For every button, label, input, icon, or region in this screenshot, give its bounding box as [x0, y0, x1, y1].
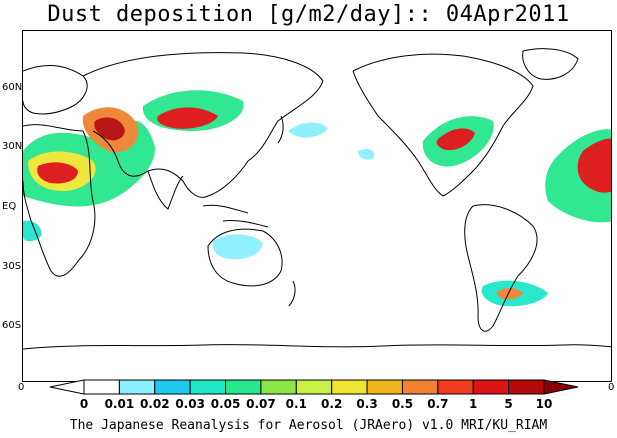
coastline-europe [23, 65, 88, 115]
dust-streak-pacific-2 [358, 148, 375, 160]
dust-plume-samerica-core [497, 288, 523, 300]
map-frame [22, 30, 612, 382]
coastline-australia [207, 228, 283, 287]
edge-zero-left: 0 [18, 382, 25, 393]
coastlines [23, 48, 611, 350]
coastline-namerica [352, 53, 534, 197]
coastline-greenland [522, 48, 579, 80]
colorbar-cell [189, 379, 227, 395]
dust-streak-pacific [288, 122, 328, 138]
colorbar-tick-label: 0.7 [427, 397, 449, 411]
colorbar-cell [225, 379, 262, 395]
colorbar-tick-label: 0.5 [391, 397, 414, 411]
coastline-antarctica [23, 344, 611, 350]
colorbar-cell [118, 379, 156, 395]
lat-label-30s: 30S [2, 261, 22, 272]
coastline-samerica [464, 204, 538, 332]
colorbar-tick-label: 0.03 [175, 397, 205, 411]
colorbar-cell [366, 379, 403, 395]
dust-plume-arabia-core [94, 117, 125, 141]
colorbar-tick-label: 0.01 [104, 397, 135, 411]
colorbar-tick-label: 0.3 [356, 397, 378, 411]
edge-zero-right: 0 [608, 382, 615, 393]
dust-plume-australia [212, 234, 263, 260]
colorbar-cell [295, 379, 333, 395]
coastline-africa [23, 124, 96, 277]
colorbar-tick-label: 0.05 [210, 397, 241, 411]
colorbar-cell [331, 379, 368, 395]
colorbar-tick-label: 0.02 [139, 397, 170, 411]
colorbar-tick-label: 10 [535, 397, 553, 411]
colorbar-cell [472, 379, 510, 395]
dust-plume-asia-core [157, 107, 218, 129]
lat-label-60s: 60S [2, 320, 22, 331]
map-title: Dust deposition [g/m2/day]:: 04Apr2011 [47, 2, 570, 27]
colorbar-tick-label: 0.2 [321, 397, 343, 411]
colorbar-cell [154, 379, 191, 395]
dust-plume-atlantic-core [577, 138, 611, 193]
colorbar-cell [508, 379, 545, 395]
coastline-asia [82, 52, 324, 198]
dust-plume-sahara-peak [37, 162, 78, 184]
credit-line: The Japanese Reanalysis for Aerosol (JRA… [69, 418, 548, 433]
coastline-india [147, 170, 184, 210]
lat-label-30n: 30N [2, 141, 23, 152]
colorbar-arrow-high [543, 379, 579, 395]
colorbar-tick-label: 1 [469, 397, 478, 411]
colorbar [49, 379, 579, 395]
colorbar-tick-label: 0.1 [285, 397, 307, 411]
lat-label-eq: EQ [2, 201, 17, 212]
dust-plumes [23, 90, 611, 307]
dust-plume-namerica-core [436, 128, 475, 151]
coastline-newzealand [288, 280, 296, 307]
colorbar-cell [83, 379, 120, 395]
colorbar-tick-label: 0 [79, 397, 89, 411]
world-map [23, 48, 611, 350]
colorbar-cell [260, 379, 297, 395]
colorbar-tick-label: 5 [504, 397, 513, 411]
coastline-indonesia [202, 204, 269, 228]
colorbar-tick-label: 0.07 [246, 397, 276, 411]
lat-label-60n: 60N [2, 82, 23, 93]
coastline-japan [277, 115, 284, 144]
colorbar-arrow-low [49, 379, 85, 395]
colorbar-cell [437, 379, 474, 395]
colorbar-cell [401, 379, 439, 395]
